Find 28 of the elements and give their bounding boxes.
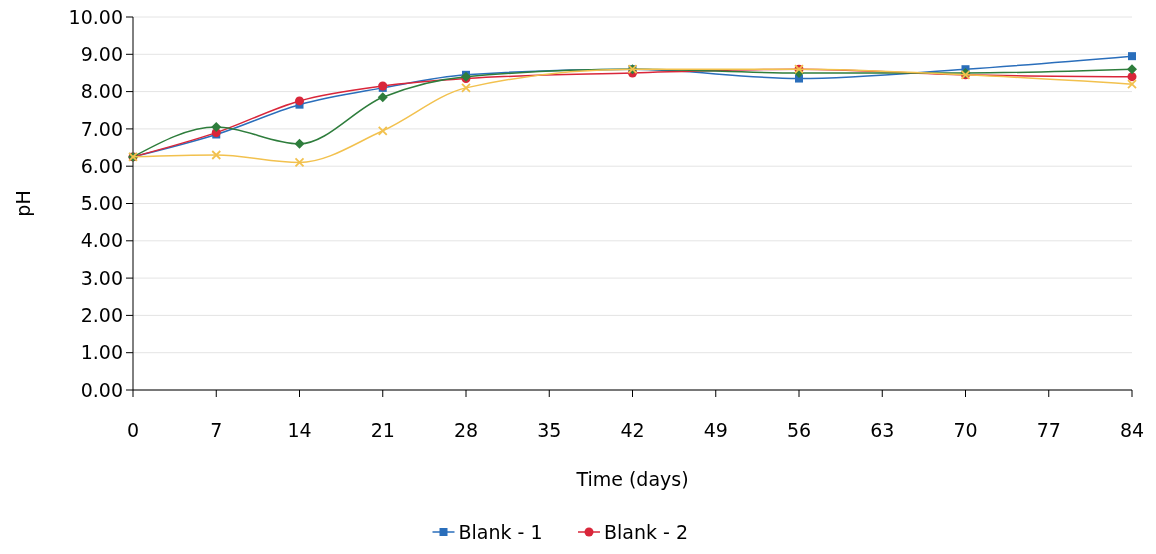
x-tick-label: 70 (953, 419, 978, 441)
y-tick-label: 6.00 (80, 154, 123, 177)
x-tick-label: 7 (210, 419, 223, 441)
y-tick-label: 2.00 (80, 304, 123, 327)
y-tick-label: 0.00 (80, 378, 123, 401)
y-tick-label: 9.00 (80, 42, 123, 65)
y-tick-label: 8.00 (80, 80, 123, 103)
x-tick-label: 35 (537, 419, 562, 441)
x-tick-label: 63 (870, 419, 895, 441)
x-tick-label: 0 (126, 419, 140, 441)
y-tick-label: 1.00 (80, 341, 123, 364)
y-tick-label: 10.00 (68, 5, 123, 28)
y-axis-title: pH (12, 190, 34, 217)
y-tick-label: 7.00 (80, 117, 123, 140)
x-tick-label: 14 (287, 419, 312, 441)
x-tick-label: 84 (1119, 419, 1145, 441)
y-tick-label: 4.00 (80, 229, 123, 252)
y-tick-label: 5.00 (80, 192, 123, 215)
x-tick-label: 28 (453, 419, 479, 441)
x-tick-label: 42 (620, 419, 645, 441)
x-axis-title: Time (days) (575, 468, 689, 490)
legend-label: Blank - 1 (458, 520, 543, 543)
y-tick-label: 3.00 (80, 266, 123, 289)
x-tick-label: 21 (370, 419, 395, 441)
x-tick-label: 49 (703, 419, 728, 441)
x-tick-label: 56 (786, 419, 812, 441)
x-tick-label: 77 (1036, 419, 1061, 441)
legend-label: Blank - 2 (604, 520, 689, 543)
